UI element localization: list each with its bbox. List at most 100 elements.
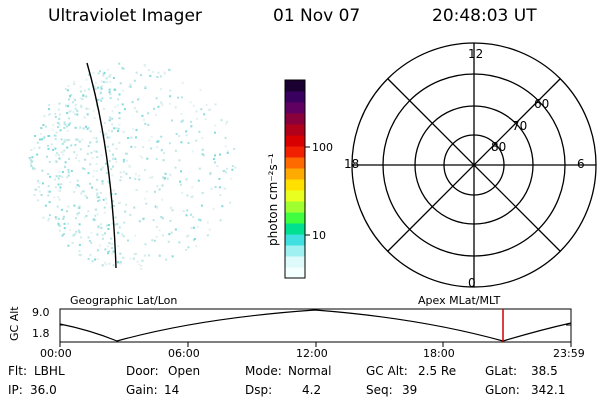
emission-pixel	[72, 111, 75, 113]
emission-pixel	[59, 224, 62, 227]
emission-pixel	[133, 253, 136, 256]
emission-pixel	[185, 214, 188, 217]
emission-pixel	[204, 118, 207, 121]
emission-pixel	[69, 95, 71, 98]
emission-pixel	[111, 110, 114, 113]
emission-pixel	[101, 237, 104, 240]
emission-pixel	[96, 249, 99, 252]
emission-pixel	[48, 201, 51, 204]
emission-pixel	[42, 124, 45, 126]
emission-pixel	[229, 201, 232, 204]
emission-pixel	[78, 223, 81, 226]
emission-pixel	[57, 183, 60, 186]
emission-pixel	[179, 180, 182, 183]
emission-pixel	[67, 103, 70, 106]
colorbar-label-100: 100	[312, 141, 333, 154]
emission-pixel	[135, 136, 137, 139]
emission-pixel	[208, 108, 211, 111]
emission-pixel	[201, 191, 204, 194]
colorbar-segment	[285, 80, 305, 92]
emission-pixel	[102, 198, 105, 201]
emission-pixel	[61, 176, 64, 178]
emission-pixel	[111, 165, 114, 168]
emission-pixel	[71, 241, 74, 244]
emission-pixel	[140, 268, 143, 270]
emission-pixel	[96, 233, 99, 236]
emission-pixel	[32, 168, 35, 171]
emission-pixel	[29, 157, 32, 160]
emission-pixel	[190, 227, 193, 230]
emission-pixel	[161, 217, 164, 220]
emission-pixel	[99, 223, 102, 226]
emission-pixel	[127, 239, 129, 242]
emission-pixel	[205, 104, 208, 106]
emission-pixel	[100, 80, 103, 83]
emission-pixel	[117, 245, 120, 248]
emission-pixel	[41, 138, 43, 141]
emission-pixel	[101, 97, 104, 100]
emission-pixel	[62, 233, 65, 235]
emission-pixel	[57, 217, 60, 220]
emission-pixel	[170, 119, 173, 122]
emission-pixel	[111, 200, 114, 203]
emission-pixel	[198, 130, 201, 133]
emission-pixel	[134, 234, 137, 237]
emission-pixel	[106, 81, 109, 83]
emission-pixel	[98, 244, 101, 247]
emission-pixel	[60, 151, 63, 154]
emission-pixel	[113, 88, 116, 91]
emission-pixel	[63, 121, 66, 124]
emission-pixel	[80, 236, 83, 239]
mlt-label-0: 0	[468, 276, 476, 290]
emission-pixel	[142, 118, 145, 121]
emission-pixel	[85, 95, 88, 98]
emission-pixel	[122, 89, 125, 92]
emission-pixel	[114, 216, 117, 219]
y-tick-9: 9.0	[32, 306, 50, 319]
emission-pixel	[181, 119, 184, 122]
emission-pixel	[219, 153, 221, 156]
emission-pixel	[195, 139, 198, 142]
emission-pixel	[78, 140, 81, 143]
emission-pixel	[190, 213, 193, 216]
emission-pixel	[105, 263, 107, 266]
emission-pixel	[164, 177, 166, 180]
emission-pixel	[134, 146, 137, 149]
emission-pixel	[46, 144, 49, 147]
emission-pixel	[34, 167, 36, 170]
emission-pixel	[130, 145, 133, 148]
emission-pixel	[178, 241, 181, 244]
glat-value: 38.5	[531, 364, 558, 378]
emission-pixel	[155, 226, 158, 228]
emission-pixel	[83, 216, 86, 219]
emission-pixel	[218, 186, 221, 189]
emission-pixel	[57, 177, 60, 180]
emission-pixel	[76, 206, 79, 209]
glon-value: 342.1	[531, 383, 566, 397]
emission-pixel	[67, 222, 70, 225]
emission-pixel	[129, 257, 132, 260]
emission-pixel	[63, 127, 66, 129]
emission-pixel	[135, 129, 138, 132]
emission-pixel	[62, 215, 65, 218]
apex-label: Apex MLat/MLT	[418, 294, 501, 307]
emission-pixel	[44, 125, 47, 128]
emission-pixel	[66, 112, 69, 115]
emission-pixel	[201, 148, 204, 151]
emission-pixel	[79, 148, 82, 151]
emission-pixel	[110, 206, 113, 209]
emission-pixel	[57, 126, 60, 128]
emission-pixel	[180, 170, 182, 173]
mlt-label-12: 12	[468, 47, 484, 61]
ip-value: 36.0	[30, 383, 57, 397]
emission-pixel	[99, 192, 102, 194]
emission-pixel	[57, 122, 60, 125]
emission-pixel	[156, 185, 159, 188]
emission-pixel	[57, 222, 60, 225]
observation-time: 20:48:03 UT	[432, 6, 537, 26]
emission-pixel	[135, 110, 138, 113]
emission-pixel	[107, 68, 109, 71]
emission-pixel	[106, 224, 109, 227]
emission-pixel	[118, 111, 121, 114]
emission-pixel	[122, 67, 125, 70]
